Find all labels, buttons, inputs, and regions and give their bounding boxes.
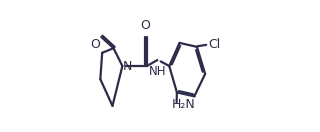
Text: N: N [123,60,132,72]
Text: O: O [90,38,100,51]
Text: NH: NH [149,65,166,78]
Text: Cl: Cl [208,38,220,51]
Text: H₂N: H₂N [172,98,196,111]
Text: O: O [140,19,150,32]
